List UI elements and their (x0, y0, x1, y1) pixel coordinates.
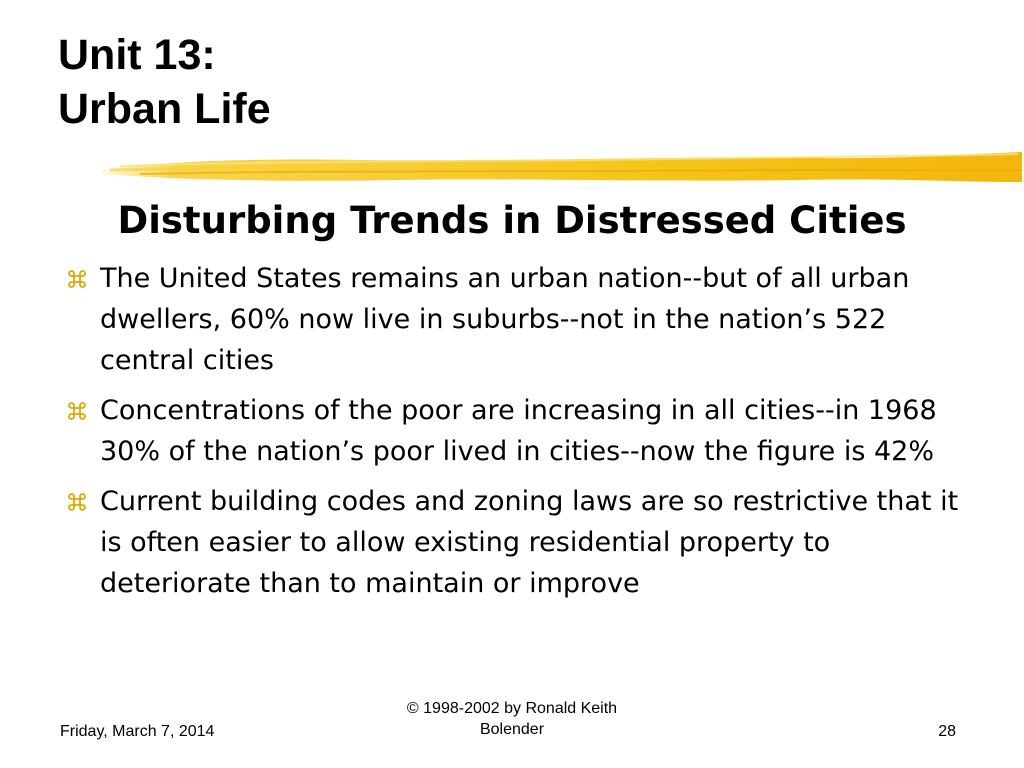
command-key-icon (62, 258, 92, 299)
footer-copyright-line-1: © 1998-2002 by Ronald Keith (406, 700, 618, 717)
slide-title-line-2: Urban Life (58, 85, 271, 133)
slide-subtitle: Disturbing Trends in Distressed Cities (117, 199, 907, 242)
footer-copyright: © 1998-2002 by Ronald Keith Bolender (362, 698, 662, 740)
footer-date: Friday, March 7, 2014 (60, 723, 215, 740)
bullet-item: Current building codes and zoning laws a… (62, 481, 962, 604)
bullet-item: Concentrations of the poor are increasin… (62, 390, 962, 472)
command-key-icon (62, 390, 92, 431)
bullet-item: The United States remains an urban natio… (62, 258, 962, 381)
command-key-icon (62, 481, 92, 522)
footer-copyright-line-2: Bolender (479, 721, 545, 738)
bullet-text: Concentrations of the poor are increasin… (100, 395, 937, 467)
bullet-text: Current building codes and zoning laws a… (100, 486, 959, 599)
bullet-text: The United States remains an urban natio… (100, 263, 910, 376)
yellow-brush-stroke-divider (102, 152, 1022, 182)
slide-title: Unit 13: Urban Life (58, 28, 271, 136)
slide-page-number: 28 (938, 723, 956, 740)
slide-title-line-1: Unit 13: (58, 31, 216, 79)
bullet-list: The United States remains an urban natio… (62, 258, 962, 613)
